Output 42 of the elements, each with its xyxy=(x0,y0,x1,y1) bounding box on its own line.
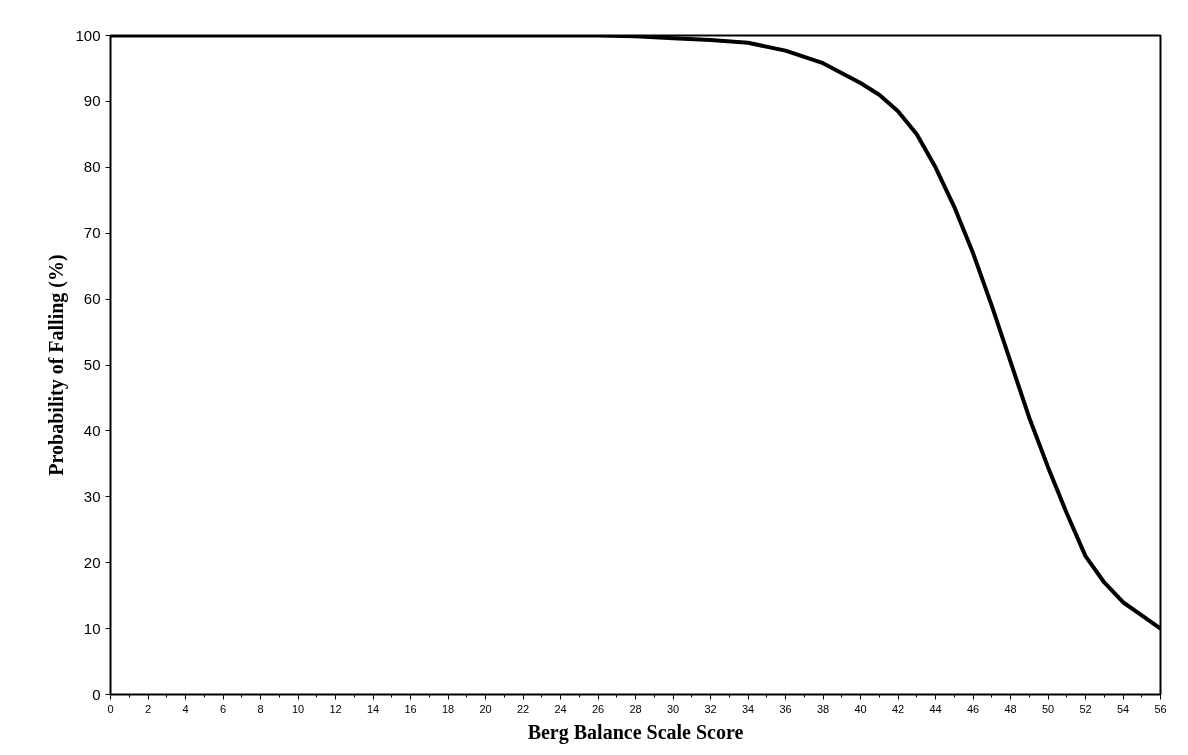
y-tick-label: 80 xyxy=(83,158,101,176)
x-tick-label: 2 xyxy=(144,702,152,715)
x-tick-label: 0 xyxy=(107,702,114,715)
y-tick-label: 100 xyxy=(75,26,101,44)
y-tick-label: 30 xyxy=(83,487,101,505)
x-tick-label: 42 xyxy=(891,702,905,715)
x-tick-label: 54 xyxy=(1116,702,1130,715)
y-tick-label: 60 xyxy=(83,290,101,308)
x-tick-label: 28 xyxy=(629,702,642,715)
x-tick-label: 26 xyxy=(591,702,605,715)
x-tick-label: 30 xyxy=(666,702,680,715)
x-tick-label: 52 xyxy=(1079,702,1092,715)
x-tick-label: 16 xyxy=(404,702,417,715)
x-tick-label: 24 xyxy=(554,702,567,715)
y-tick-label: 10 xyxy=(83,619,101,637)
x-tick-label: 38 xyxy=(816,702,830,715)
y-tick-label: 20 xyxy=(83,553,101,571)
y-tick-label: 0 xyxy=(92,685,101,703)
x-tick-label: 50 xyxy=(1041,702,1055,715)
y-tick-label: 50 xyxy=(83,356,101,373)
x-tick-label: 22 xyxy=(516,702,530,715)
x-tick-label: 36 xyxy=(779,702,792,715)
x-tick-label: 18 xyxy=(441,702,455,715)
x-tick-label: 48 xyxy=(1004,702,1017,715)
x-tick-label: 14 xyxy=(366,702,380,715)
y-tick-label: 40 xyxy=(83,421,101,439)
y-tick-label: 90 xyxy=(83,92,101,110)
x-tick-label: 20 xyxy=(479,702,492,715)
x-tick-label: 56 xyxy=(1154,702,1167,715)
x-tick-label: 10 xyxy=(291,702,305,715)
x-tick-label: 44 xyxy=(929,702,942,715)
x-tick-label: 8 xyxy=(257,702,264,715)
x-tick-label: 34 xyxy=(741,702,755,715)
x-tick-label: 4 xyxy=(182,702,189,715)
y-axis-title: Probability of Falling (%) xyxy=(45,254,69,476)
x-tick-label: 6 xyxy=(219,702,227,715)
y-tick-label: 70 xyxy=(83,224,101,242)
x-tick-label: 40 xyxy=(854,702,867,715)
x-tick-label: 12 xyxy=(329,702,342,715)
x-axis-title: Berg Balance Scale Score xyxy=(527,720,744,744)
x-tick-label: 46 xyxy=(966,702,980,715)
x-tick-label: 32 xyxy=(704,702,717,715)
